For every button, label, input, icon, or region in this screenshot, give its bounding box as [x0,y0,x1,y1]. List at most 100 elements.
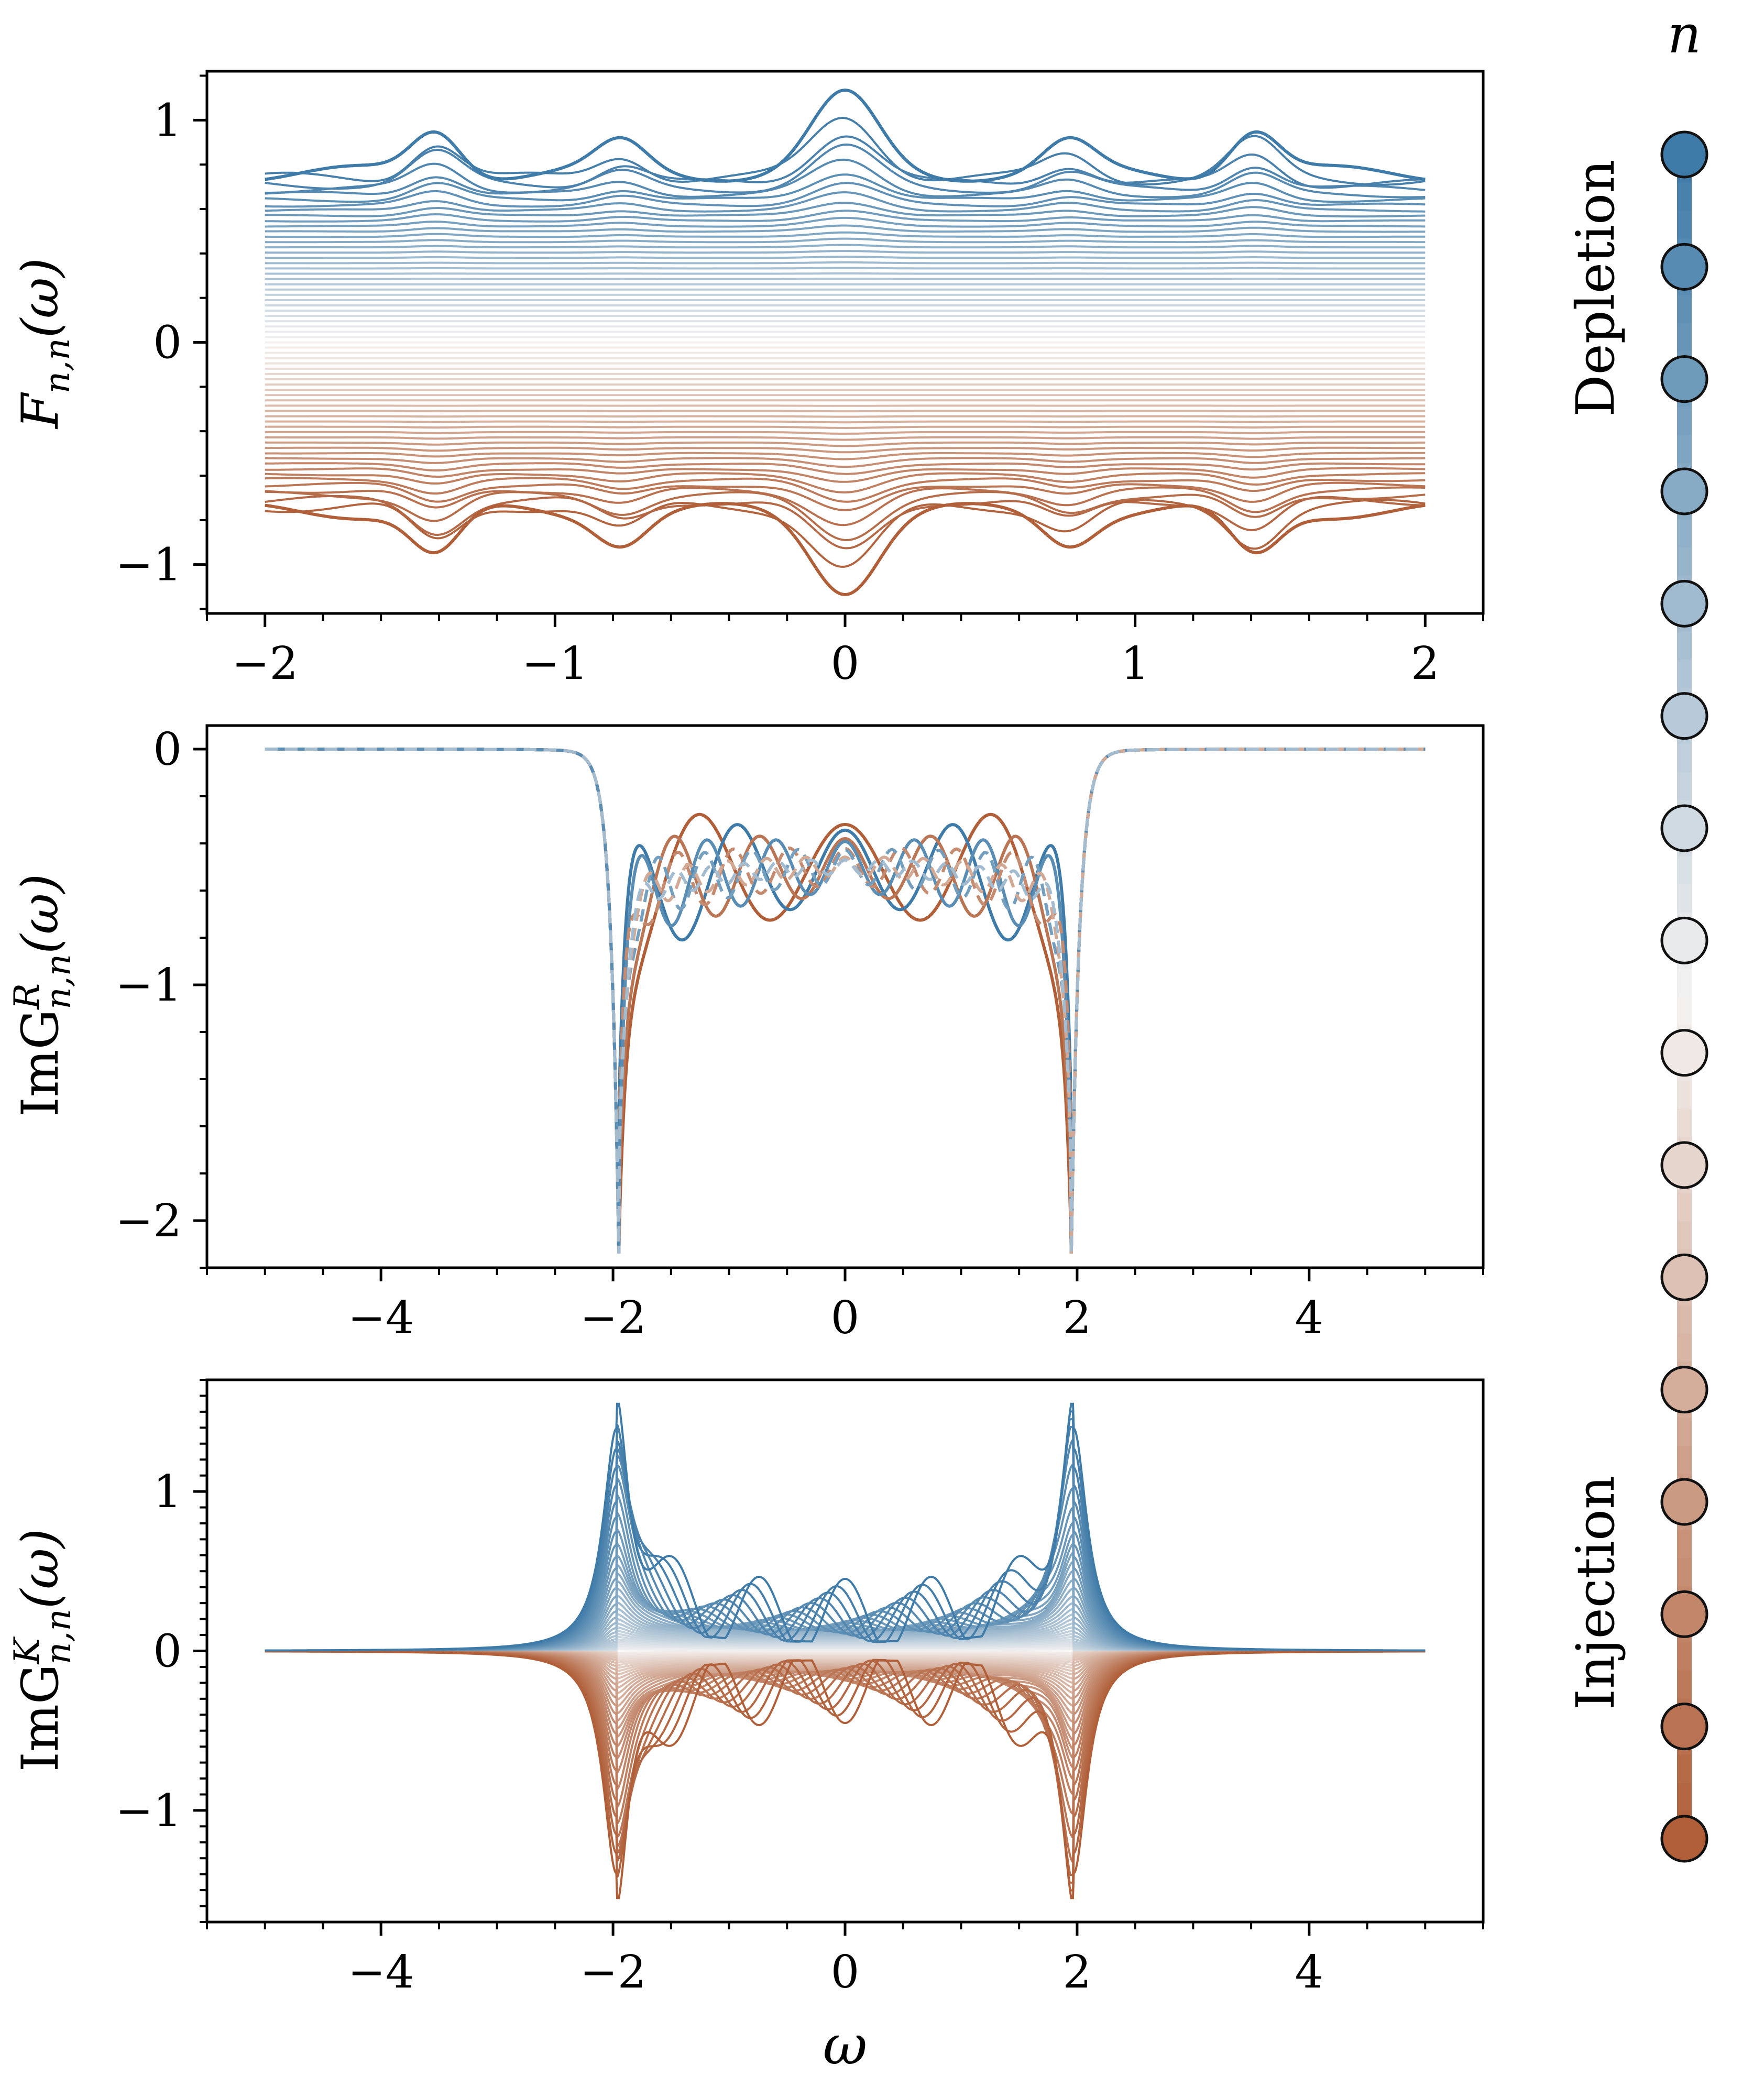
colorbar-segment [1677,660,1692,689]
x-tick-label: 0 [831,638,860,690]
x-tick-label: 2 [1063,1946,1092,1999]
colorbar-segment [1677,1418,1692,1446]
colorbar-marker [1660,1815,1708,1863]
x-axis-label: ω [823,2013,868,2077]
y-tick-label: −2 [115,1195,182,1247]
x-tick-label: −1 [522,638,588,690]
colorbar-segment [1677,1108,1692,1138]
occupation-curve [265,135,1426,190]
colorbar-segment [1677,182,1692,212]
colorbar-segment [1677,1558,1692,1587]
colorbar-segment [1677,519,1692,548]
occupation-curve [265,415,1426,418]
keldysh-curve [265,1402,1426,1652]
y-tick-label: −1 [115,959,182,1012]
colorbar-marker [1660,916,1708,964]
axis-ticks: −4 −2 0 2 4 −2 −1 0 [115,723,1484,1344]
x-tick-label: −4 [348,1946,414,1999]
occupation-curve [265,486,1426,526]
occupation-curves [265,89,1426,596]
y-tick-label: 0 [153,317,182,369]
colorbar-segment [1677,772,1692,801]
colorbar-title: n [1668,4,1701,65]
retarded-curve [265,748,1426,1254]
occupation-curve [265,250,1426,254]
colorbar-marker [1660,1590,1708,1638]
colorbar-marker [1660,243,1708,291]
colorbar-marker [1660,1253,1708,1301]
injection-label: Injection [1565,1476,1626,1710]
colorbar-segment [1677,1530,1692,1559]
keldysh-curve [265,1650,1426,1892]
occupation-curve [265,420,1426,424]
occupation-curve [265,490,1426,542]
occupation-curve [265,441,1426,447]
occupation-curve [265,272,1426,275]
occupation-curve [265,191,1426,213]
colorbar-segment [1677,1782,1692,1811]
x-tick-label: −2 [580,1946,647,1999]
keldysh-curve [265,1650,1426,1876]
y-tick-label: 0 [153,723,182,776]
occupation-curve [265,261,1426,265]
occupation-curve [265,431,1426,435]
x-tick-label: 4 [1295,1292,1323,1344]
colorbar-segment [1677,884,1692,913]
occupation-curve [265,182,1426,208]
occupation-curve [265,446,1426,454]
colorbar-marker [1660,692,1708,740]
colorbar-marker [1660,1366,1708,1414]
occupation-curve [265,462,1426,475]
y-tick-label: 0 [153,1626,182,1678]
y-tick-label: 1 [153,1466,182,1518]
occupation-curve [265,495,1426,550]
x-tick-label: 0 [831,1292,860,1344]
colorbar-segment [1677,294,1692,324]
depletion-label: Depletion [1565,159,1626,416]
colorbar-marker [1660,1703,1708,1751]
occupation-curve [265,452,1426,460]
retarded-curve [265,748,1426,1254]
colorbar-marker [1660,355,1708,403]
occupation-curve [265,210,1426,223]
occupation-curve [265,477,1426,503]
keldysh-curve [265,1418,1426,1652]
retarded-green-panel: −4 −2 0 2 4 −2 −1 0 ImGRn,n(ω) [7,723,1485,1344]
keldysh-curve [265,1650,1426,1884]
keldysh-curves [265,1402,1426,1900]
retarded-curve [265,748,1426,1254]
occupation-curve [265,216,1426,228]
colorbar-segment [1677,1754,1692,1783]
keldysh-green-panel: −4 −2 0 2 4 −1 0 1 ImGKn,n(ω) ω [7,1378,1485,2077]
colorbar-segment [1677,1642,1692,1671]
x-tick-label: 0 [831,1946,860,1999]
occupation-curve [265,202,1426,218]
colorbar-segment [1677,435,1692,464]
colorbar-marker [1660,467,1708,515]
occupation-curve [265,224,1426,233]
colorbar-segment [1677,856,1692,885]
y-tick-label: −1 [115,1785,182,1837]
axis-ticks: −2 −1 0 1 2 −1 0 1 [115,74,1484,690]
occupation-curve [265,425,1426,429]
colorbar-segment [1677,744,1692,773]
plot-frame [205,724,1485,1269]
axis-ticks: −4 −2 0 2 4 −1 0 1 [115,1379,1484,1999]
colorbar-segment [1677,1221,1692,1250]
keldysh-curve [265,1437,1426,1652]
x-tick-label: 2 [1063,1292,1092,1344]
occupation-curve [265,267,1426,270]
colorbar-segment [1677,1193,1692,1222]
colorbar-segment [1677,1670,1692,1699]
colorbar-marker [1660,1029,1708,1077]
x-tick-label: −2 [232,638,298,690]
occupation-curve [265,89,1426,183]
y-axis-label: ImGKn,n(ω) [7,1529,79,1772]
retarded-curves [265,748,1426,1254]
x-tick-label: 1 [1121,638,1149,690]
x-tick-label: −4 [348,1292,414,1344]
color-legend: n Depletion Injection [1565,4,1708,1863]
y-tick-label: 1 [153,94,182,147]
colorbar-markers [1660,130,1708,1863]
